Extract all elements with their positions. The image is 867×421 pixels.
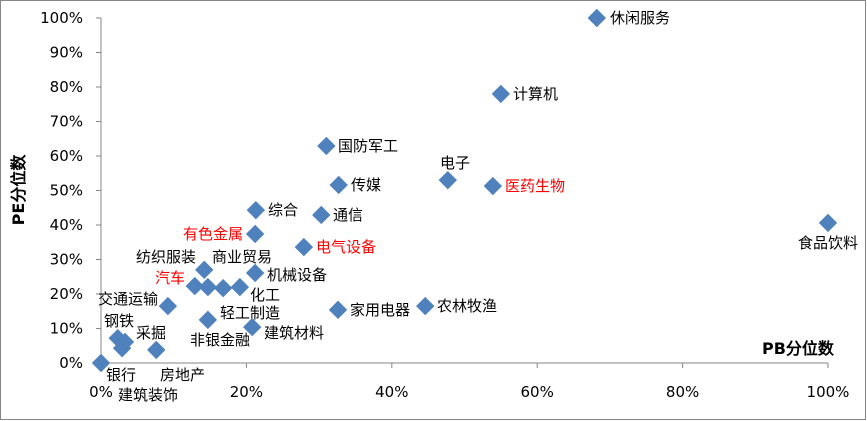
- data-label: 电气设备: [316, 238, 376, 256]
- data-label: 计算机: [513, 85, 558, 103]
- data-label: 非银金融: [190, 331, 250, 349]
- data-point: [328, 300, 348, 320]
- data-label: 国防军工: [338, 137, 398, 155]
- data-label: 家用电器: [350, 301, 410, 319]
- data-label: 有色金属: [183, 225, 243, 243]
- y-tick-label: 50%: [50, 182, 83, 200]
- y-tick-label: 40%: [50, 216, 83, 234]
- data-point: [230, 277, 250, 297]
- data-label: 化工: [250, 286, 280, 304]
- x-tick-label: 100%: [807, 383, 850, 401]
- data-label: 钢铁: [104, 312, 134, 330]
- data-label: 交通运输: [98, 290, 158, 308]
- data-label: 房地产: [160, 366, 205, 384]
- data-label: 农林牧渔: [437, 297, 497, 315]
- data-point: [245, 263, 265, 283]
- data-point: [112, 338, 132, 358]
- data-point: [483, 176, 503, 196]
- data-label: 传媒: [351, 176, 381, 194]
- data-point: [587, 8, 607, 28]
- data-label: 轻工制造: [220, 304, 280, 322]
- data-point: [438, 170, 457, 190]
- data-label: 通信: [333, 206, 363, 224]
- data-label: 综合: [268, 201, 298, 219]
- y-tick-label: 30%: [50, 251, 83, 269]
- data-point: [198, 310, 218, 330]
- y-tick-label: 80%: [50, 78, 83, 96]
- y-tick-label: 20%: [50, 285, 83, 303]
- data-label: 休闲服务: [610, 9, 670, 27]
- data-point: [294, 237, 314, 257]
- x-tick-label: 40%: [375, 383, 408, 401]
- x-tick-label: 80%: [666, 383, 699, 401]
- y-tick-label: 70%: [50, 113, 83, 131]
- data-point: [198, 277, 218, 297]
- data-label: 商业贸易: [212, 248, 272, 266]
- data-point: [491, 84, 511, 104]
- data-point: [818, 213, 838, 233]
- data-label: 机械设备: [267, 266, 327, 284]
- data-point: [243, 317, 262, 337]
- data-label: 建筑装饰: [118, 386, 178, 404]
- data-label: 建筑材料: [264, 324, 324, 342]
- data-label: 医药生物: [505, 177, 565, 195]
- y-tick-label: 90%: [50, 44, 83, 62]
- x-tick-label: 20%: [230, 383, 263, 401]
- data-point: [246, 200, 266, 220]
- data-point: [317, 136, 336, 156]
- y-tick-label: 60%: [50, 147, 83, 165]
- data-label: 采掘: [136, 324, 166, 342]
- x-tick-label: 0%: [89, 383, 113, 401]
- data-point: [91, 353, 111, 373]
- data-point: [213, 278, 233, 298]
- data-point: [312, 205, 331, 225]
- data-point: [329, 175, 348, 195]
- data-point: [416, 296, 435, 316]
- data-label: 纺织服装: [136, 248, 196, 266]
- data-label: 汽车: [155, 269, 185, 287]
- data-point: [147, 340, 166, 360]
- x-tick-label: 60%: [521, 383, 554, 401]
- y-tick-label: 10%: [50, 320, 83, 338]
- y-axis-title: PE分位数: [9, 154, 28, 226]
- data-point: [195, 260, 214, 280]
- data-label: 食品饮料: [798, 234, 858, 252]
- y-tick-label: 100%: [40, 9, 83, 27]
- x-axis-title: PB分位数: [762, 339, 835, 358]
- data-point: [158, 296, 178, 316]
- data-label: 电子: [440, 154, 470, 172]
- data-point: [245, 224, 265, 244]
- data-point: [185, 276, 204, 296]
- y-tick-label: 0%: [59, 354, 83, 372]
- data-label: 银行: [106, 366, 136, 384]
